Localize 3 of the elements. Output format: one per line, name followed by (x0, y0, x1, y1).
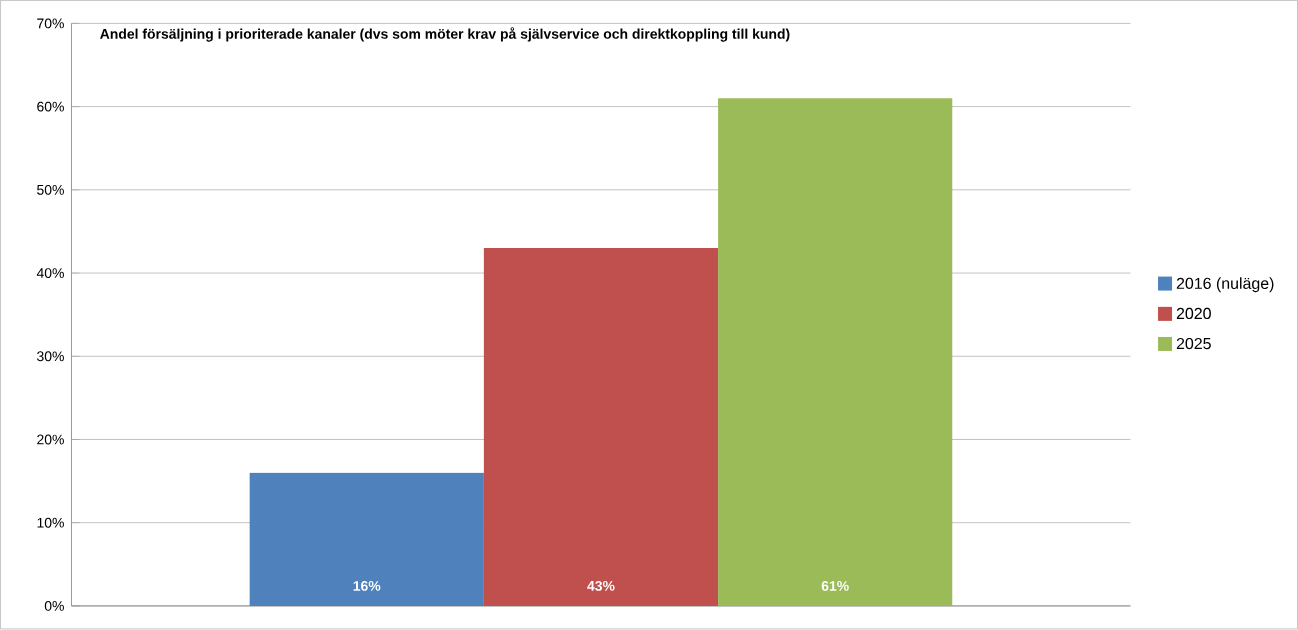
bar (718, 98, 953, 607)
bar (249, 473, 484, 607)
bar (483, 248, 719, 607)
